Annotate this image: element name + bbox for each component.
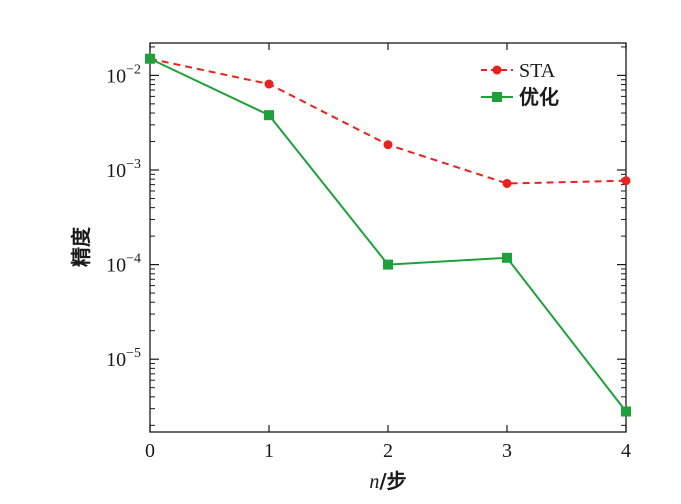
legend-label: STA [519,60,556,82]
x-axis-title-unit: /步 [379,469,406,493]
data-point [383,259,393,270]
data-point [502,252,512,263]
x-tick-label: 3 [502,440,512,462]
y-tick-label: 10−3 [106,157,141,182]
data-point [621,406,631,417]
data-point [264,110,274,121]
y-tick-label: 10−4 [106,252,141,277]
legend: STA 优化 [481,60,559,109]
x-tick-label: 0 [145,440,155,462]
x-tick-label: 2 [383,440,393,462]
data-point [145,53,155,64]
data-point [502,178,512,188]
y-axis-title: 精度 [69,226,93,267]
x-axis-title: n/步 [369,469,406,493]
y-tick-label: 10−5 [106,346,141,371]
legend-swatch-marker [492,65,502,75]
x-tick-label: 1 [264,440,274,462]
data-point [264,79,274,89]
series-line-1 [149,57,627,413]
data-point [621,176,631,186]
data-point [383,140,393,150]
legend-label: 优化 [519,85,559,109]
y-tick-label: 10−2 [106,62,141,87]
axes-layer: 0 1 2 3 4 10−2 10−3 10−4 10−5 [106,42,631,462]
legend-swatch-marker [492,92,502,102]
x-tick-label: 4 [621,440,631,462]
x-axis-title-var: n [369,471,379,493]
series-layer [145,53,631,417]
